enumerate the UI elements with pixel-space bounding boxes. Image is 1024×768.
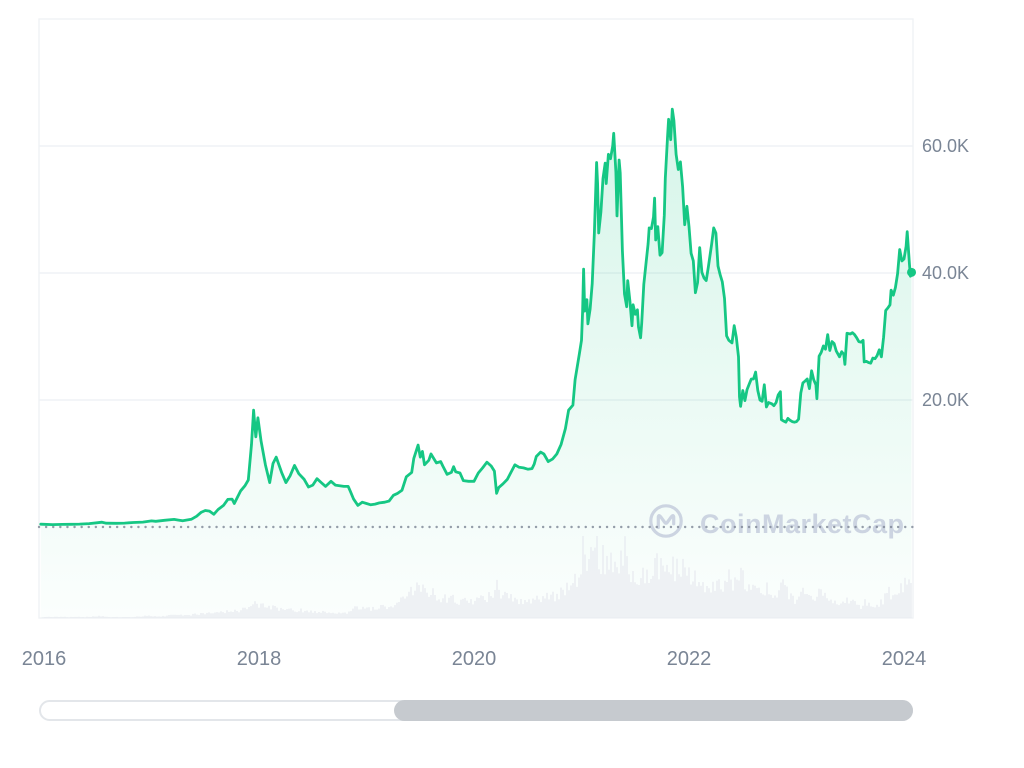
coinmarketcap-logo-icon: [649, 504, 683, 538]
y-axis-label: 40.0K: [922, 263, 970, 283]
x-axis-label: 2016: [21, 648, 67, 670]
price-area-fill: [40, 109, 912, 618]
latest-price-dot: [907, 267, 917, 277]
x-axis-label: 2022: [666, 648, 712, 670]
coinmarketcap-watermark: CoinMarketCap: [649, 504, 905, 539]
chart-range-scrollbar[interactable]: [39, 700, 913, 721]
price-line: [39, 107, 913, 526]
x-axis-label: 2018: [236, 648, 282, 670]
y-axis-label: 60.0K: [922, 136, 970, 156]
x-axis-label: 2024: [881, 648, 927, 670]
chart-range-scrollbar-thumb[interactable]: [394, 700, 913, 721]
coinmarketcap-watermark-text: CoinMarketCap: [700, 509, 905, 539]
y-axis-label: 20.0K: [922, 390, 970, 410]
volume-bars: [42, 536, 912, 618]
x-axis-label: 2020: [451, 648, 497, 670]
